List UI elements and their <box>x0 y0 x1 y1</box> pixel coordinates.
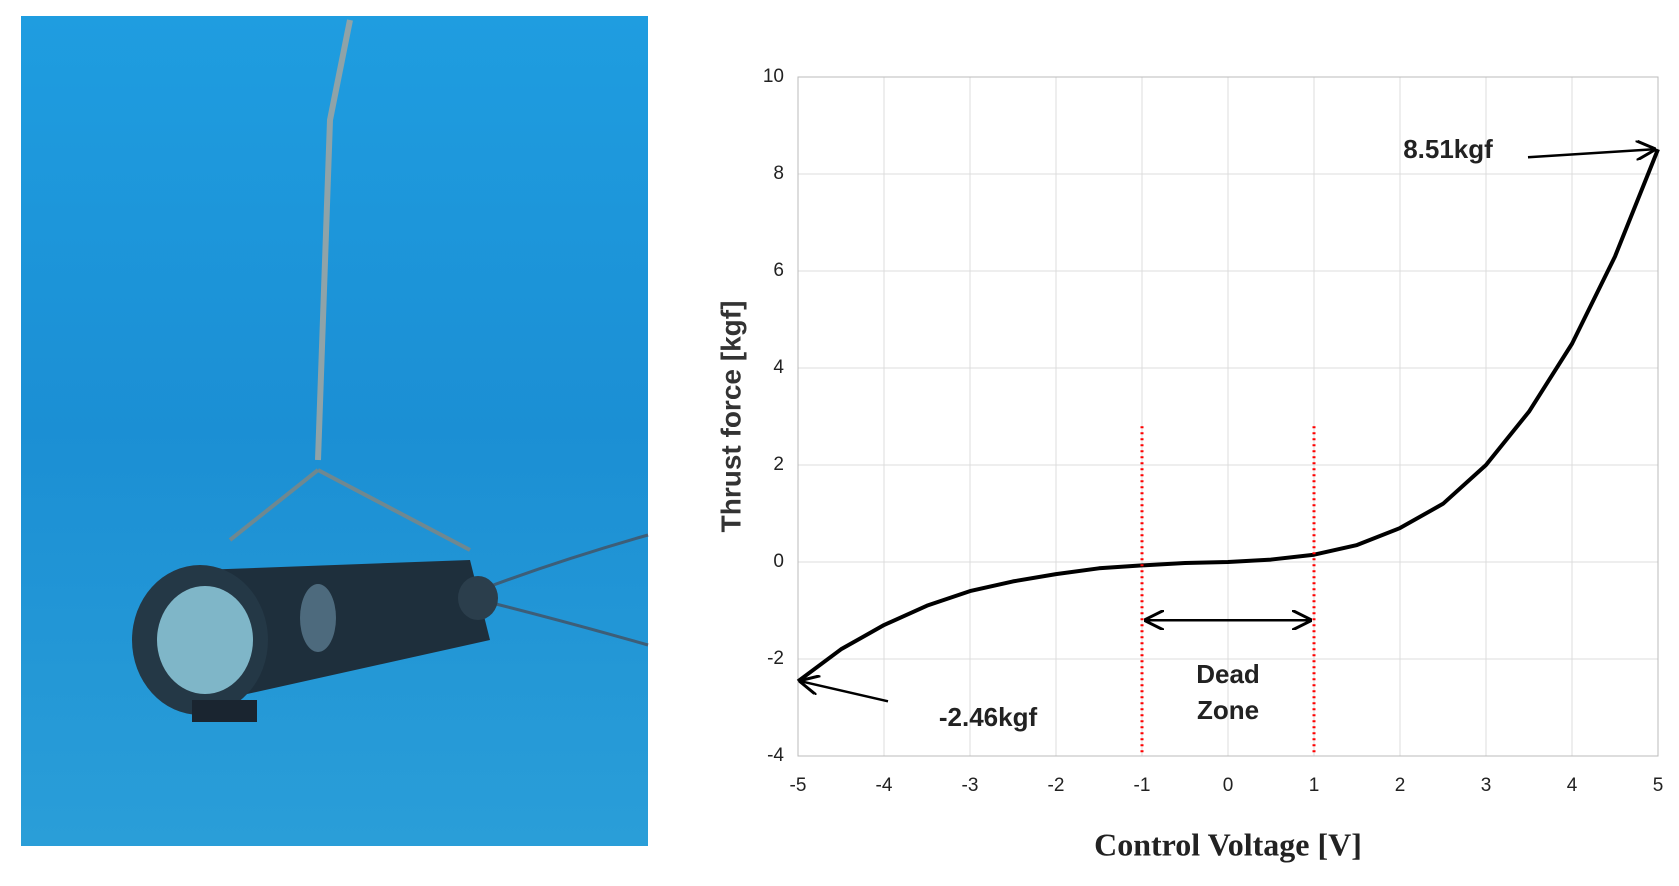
x-tick-label: -1 <box>1134 775 1151 796</box>
y-tick-label: -2 <box>767 648 784 669</box>
y-tick-label: 6 <box>773 260 784 281</box>
x-tick-label: 1 <box>1309 775 1320 796</box>
dead-zone-label: Dead <box>1196 659 1260 689</box>
x-tick-label: 0 <box>1223 775 1234 796</box>
y-tick-label: 2 <box>773 454 784 475</box>
data-line <box>796 148 1660 683</box>
x-tick-label: 3 <box>1481 775 1492 796</box>
x-tick-label: -3 <box>962 775 979 796</box>
x-tick-label: 2 <box>1395 775 1406 796</box>
x-tick-label: -5 <box>790 775 807 796</box>
y-tick-label: 8 <box>773 163 784 184</box>
x-tick-label: 4 <box>1567 775 1578 796</box>
x-tick-label: 5 <box>1653 775 1664 796</box>
x-axis-label: Control Voltage [V] <box>1094 826 1362 862</box>
annotation-arrow <box>801 681 889 703</box>
y-tick-label: 10 <box>763 66 784 87</box>
annotation-label: -2.46kgf <box>939 702 1038 732</box>
y-tick-label: -4 <box>767 745 784 766</box>
annotation-label: 8.51kgf <box>1403 134 1493 164</box>
x-tick-label: -2 <box>1048 775 1065 796</box>
dead-zone-label: Zone <box>1197 695 1259 725</box>
photo <box>21 16 649 846</box>
plot-frame <box>797 76 1659 757</box>
y-tick-label: 0 <box>773 551 784 572</box>
y-tick-label: 4 <box>773 357 784 378</box>
annotation-arrow <box>1527 149 1654 157</box>
x-tick-label: -4 <box>876 775 893 796</box>
y-axis-label: Thrust force [kgf] <box>715 301 746 533</box>
